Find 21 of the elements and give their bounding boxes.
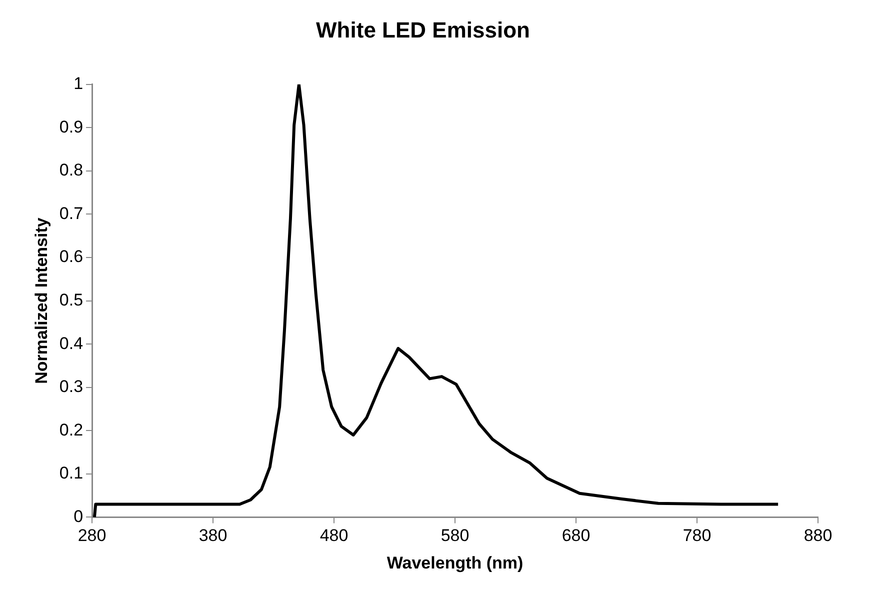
x-tick-label: 580 [440,526,470,546]
y-tick-label: 0.4 [59,334,84,353]
y-tick-label: 0.9 [59,117,84,136]
y-tick-label: 0.6 [59,247,84,266]
x-tick-label: 680 [562,526,590,546]
x-tick-label: 780 [682,526,712,546]
y-tick-label: 0.8 [59,160,84,180]
y-tick-label: 0.3 [59,377,84,396]
chart-title: White LED Emission [316,17,530,42]
x-tick-label: 880 [804,526,832,546]
x-tick-label: 380 [198,526,228,546]
y-tick-label: 0.5 [59,290,84,310]
y-tick-label: 1 [74,74,84,94]
y-tick-label: 0 [74,506,84,526]
y-tick-label: 0.7 [59,204,84,223]
x-tick-label: 280 [78,526,106,546]
x-axis-title: Wavelength (nm) [386,553,524,572]
y-tick-label: 0.1 [59,464,84,483]
x-tick-label: 480 [320,526,348,546]
y-tick-label: 0.2 [59,420,84,440]
y-axis-title: Normalized Intensity [32,217,51,384]
